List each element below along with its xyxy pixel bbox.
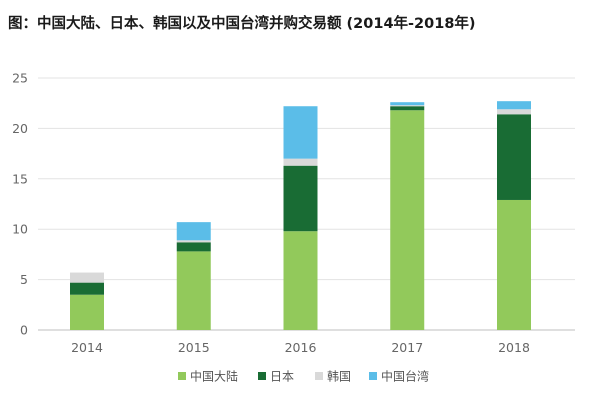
y-tick-label: 5 <box>20 272 28 287</box>
bar-segment <box>176 251 211 330</box>
bar-segment <box>176 240 211 243</box>
legend-label: 韩国 <box>327 369 351 384</box>
y-tick-label: 25 <box>12 71 28 86</box>
bar-segment <box>283 106 318 159</box>
x-tick-label: 2017 <box>391 340 423 355</box>
bar-segment <box>283 231 318 330</box>
legend-swatch <box>315 372 323 380</box>
bar-segment <box>176 242 211 252</box>
y-tick-label: 0 <box>20 323 28 338</box>
bar-segment <box>497 109 531 115</box>
bar-segment <box>497 101 531 110</box>
bar-segment <box>390 106 425 111</box>
legend-label: 中国大陆 <box>190 369 238 384</box>
y-tick-label: 10 <box>12 222 28 237</box>
chart-title: 图：中国大陆、日本、韩国以及中国台湾并购交易额 (2014年-2018年) <box>8 16 476 32</box>
bar-segment <box>390 110 425 330</box>
bar-segment <box>70 282 104 295</box>
bar-segment <box>497 199 531 330</box>
legend-swatch <box>258 372 266 380</box>
bar-segment <box>70 272 104 283</box>
x-tick-label: 2016 <box>285 340 317 355</box>
legend-swatch <box>369 372 377 380</box>
bar-segment <box>283 165 318 232</box>
legend-swatch <box>178 372 186 380</box>
y-tick-label: 20 <box>12 121 28 136</box>
x-tick-label: 2018 <box>498 340 530 355</box>
bar-segment <box>497 114 531 200</box>
y-tick-label: 15 <box>12 171 28 186</box>
bar-segment <box>390 102 425 106</box>
bar-segment <box>176 222 211 241</box>
legend-label: 日本 <box>270 370 294 384</box>
x-tick-label: 2014 <box>71 340 103 355</box>
bar-segment <box>390 105 425 107</box>
bar-segment <box>70 294 104 330</box>
legend-label: 中国台湾 <box>381 369 429 384</box>
x-tick-label: 2015 <box>178 340 210 355</box>
bar-segment <box>283 158 318 166</box>
